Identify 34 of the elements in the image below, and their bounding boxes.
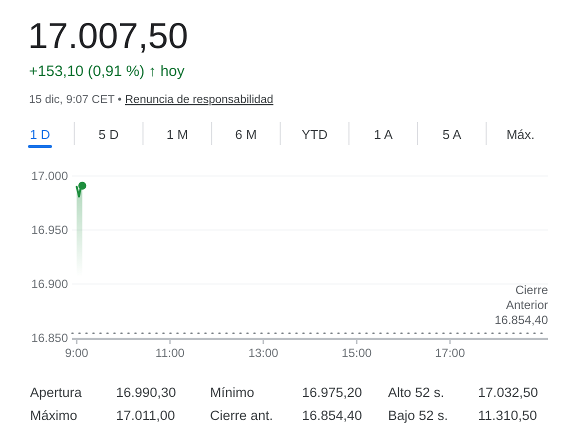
- text: 17.032,50: [478, 385, 538, 400]
- text: Alto 52 s.: [388, 385, 444, 400]
- chart-title: 17.007,50: [28, 15, 188, 56]
- text: 1 A: [374, 127, 393, 142]
- ref-line-label: Cierre Anterior 16.854,40: [494, 283, 548, 328]
- text: Cierre ant.: [210, 408, 274, 423]
- text: 5 A: [442, 127, 462, 142]
- text: 15 dic, 9:07 CET •: [29, 94, 122, 106]
- x-tick-label: 13:00: [248, 346, 279, 360]
- text: 16.854,40: [302, 408, 362, 423]
- text: Mínimo: [210, 385, 254, 400]
- text: 6 M: [235, 127, 257, 142]
- y-tick-label: 17.000: [31, 169, 68, 183]
- x-tick-label: 11:00: [155, 346, 185, 360]
- text: Renuncia de responsabilidad: [125, 94, 274, 106]
- text: 5 D: [98, 127, 119, 142]
- x-tick-label: 15:00: [342, 346, 372, 360]
- x-tick-label: 17:00: [434, 346, 466, 360]
- text: 16.990,30: [116, 385, 176, 400]
- chart-subtitle: +153,10 (0,91 %) ↑ hoy: [29, 63, 186, 80]
- y-tick-label: 16.950: [31, 223, 68, 237]
- text: YTD: [302, 127, 328, 142]
- y-tick-label: 16.850: [31, 331, 68, 345]
- text: 11.310,50: [478, 408, 538, 423]
- text: 1 D: [30, 127, 50, 142]
- text: Bajo 52 s.: [388, 408, 448, 423]
- text: 17.011,00: [116, 408, 176, 423]
- text: Máx.: [506, 127, 535, 142]
- text: 16.975,20: [302, 385, 362, 400]
- y-tick-label: 16.900: [31, 277, 68, 291]
- x-tick-label: 9:00: [64, 346, 89, 360]
- text: 1 M: [166, 127, 188, 142]
- text: Máximo: [30, 408, 78, 423]
- text: Apertura: [30, 385, 82, 400]
